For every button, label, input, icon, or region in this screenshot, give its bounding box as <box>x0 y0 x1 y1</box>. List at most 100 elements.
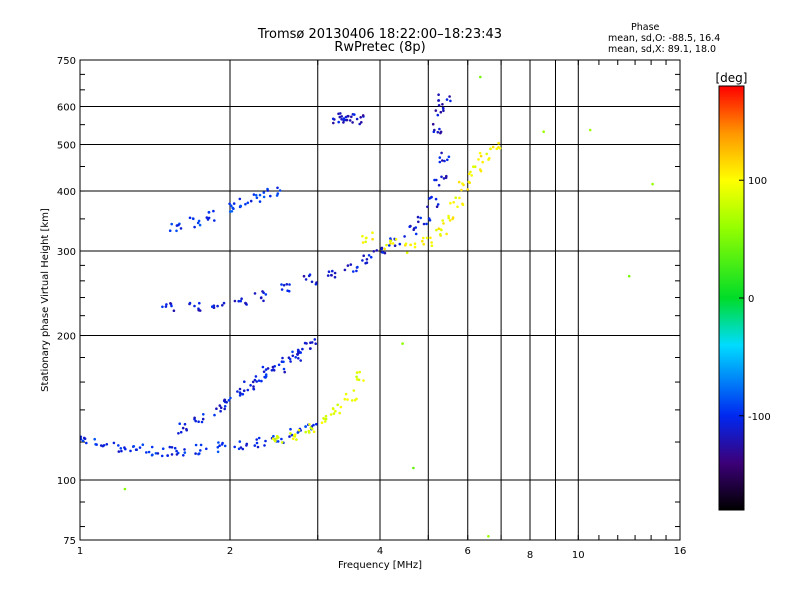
data-point <box>436 130 440 134</box>
data-point <box>345 118 349 122</box>
data-point <box>414 232 418 236</box>
data-point <box>151 453 154 457</box>
data-point <box>331 117 335 121</box>
data-point <box>246 201 250 205</box>
data-point <box>294 356 298 359</box>
data-point <box>478 151 482 155</box>
data-point <box>437 99 440 102</box>
data-point <box>383 251 387 255</box>
data-point <box>452 201 456 204</box>
data-point <box>237 299 240 303</box>
phase-x-stats: mean, sd,X: 89.1, 18.0 <box>608 44 717 55</box>
data-point <box>439 233 442 236</box>
data-point <box>289 432 292 435</box>
x-tick-label: 16 <box>674 546 687 557</box>
data-point <box>95 443 98 446</box>
y-tick-label: 750 <box>57 56 76 67</box>
data-point <box>253 292 257 295</box>
data-point <box>433 128 436 132</box>
data-point <box>438 127 441 131</box>
data-point <box>434 197 438 201</box>
data-point <box>257 436 261 440</box>
data-point <box>217 441 220 444</box>
data-point <box>375 249 379 252</box>
data-point <box>362 254 366 257</box>
data-point <box>447 155 451 159</box>
data-point <box>124 447 127 451</box>
data-point <box>356 265 359 269</box>
data-point <box>264 293 268 296</box>
data-point <box>232 207 235 210</box>
data-point <box>102 444 106 447</box>
data-point <box>160 454 164 458</box>
data-point <box>239 299 242 303</box>
data-point <box>219 409 222 413</box>
data-point <box>338 411 342 415</box>
data-point <box>461 182 464 185</box>
data-point <box>435 228 438 232</box>
data-point <box>170 446 174 449</box>
data-point <box>651 182 654 186</box>
data-point <box>168 229 172 232</box>
data-point <box>276 440 280 443</box>
data-points <box>79 75 654 538</box>
data-point <box>351 121 354 124</box>
data-point <box>194 452 197 455</box>
data-point <box>255 380 258 383</box>
data-point <box>239 446 243 449</box>
data-point <box>252 385 255 388</box>
data-point <box>313 338 317 341</box>
data-point <box>409 243 412 247</box>
data-point <box>242 389 246 393</box>
data-point <box>426 205 429 209</box>
data-point <box>472 165 475 168</box>
data-point <box>232 202 236 205</box>
data-point <box>185 428 188 432</box>
data-point <box>170 222 173 226</box>
data-point <box>391 242 395 245</box>
data-point <box>442 222 445 225</box>
data-point <box>332 121 335 125</box>
data-point <box>437 183 441 187</box>
data-point <box>147 450 151 454</box>
data-point <box>359 116 363 119</box>
data-point <box>99 444 103 447</box>
data-point <box>371 237 374 241</box>
data-point <box>216 450 220 454</box>
data-point <box>437 104 441 107</box>
data-point <box>349 263 353 266</box>
data-point <box>439 228 443 231</box>
x-axis-label: Frequency [MHz] <box>338 560 422 571</box>
data-point <box>215 407 218 411</box>
x-tick-label: 6 <box>465 546 471 557</box>
data-point <box>272 434 275 438</box>
data-point <box>236 390 239 393</box>
data-point <box>81 439 85 443</box>
data-point <box>275 194 279 197</box>
data-point <box>259 296 263 300</box>
data-point <box>342 121 345 124</box>
y-axis-label: Stationary phase Virtual Height [km] <box>40 208 51 392</box>
data-point <box>85 441 88 445</box>
data-point <box>447 214 450 218</box>
data-point <box>352 389 356 392</box>
data-point <box>173 446 177 450</box>
data-point <box>244 302 248 305</box>
data-point <box>170 453 174 456</box>
data-point <box>197 420 200 424</box>
data-point <box>264 368 268 371</box>
data-point <box>312 430 316 434</box>
data-point <box>257 379 261 383</box>
colorbar-tick-label: 100 <box>748 176 767 187</box>
y-tick-label: 400 <box>57 187 76 198</box>
data-point <box>288 435 291 438</box>
data-point <box>308 347 312 350</box>
data-point <box>497 141 500 145</box>
data-point <box>262 370 266 374</box>
data-point <box>588 128 592 132</box>
data-point <box>280 437 283 441</box>
data-point <box>211 305 214 308</box>
data-point <box>322 417 326 421</box>
data-point <box>394 238 398 241</box>
data-point <box>262 191 266 194</box>
